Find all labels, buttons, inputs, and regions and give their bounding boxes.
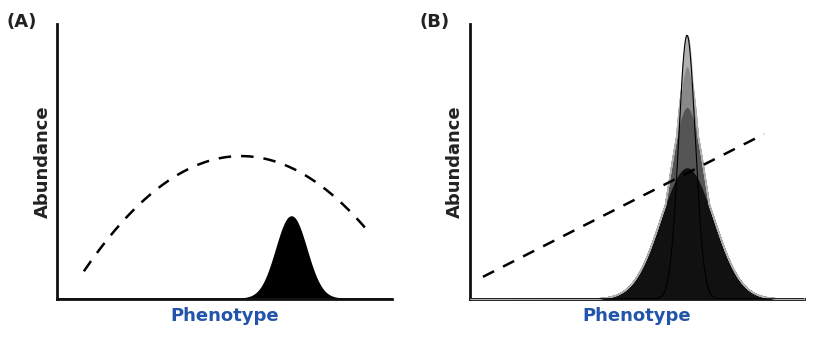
Text: (B): (B) (420, 13, 450, 31)
X-axis label: Phenotype: Phenotype (170, 307, 279, 325)
Y-axis label: Abundance: Abundance (446, 105, 464, 218)
Y-axis label: Abundance: Abundance (34, 105, 52, 218)
Text: (A): (A) (7, 13, 38, 31)
X-axis label: Phenotype: Phenotype (582, 307, 691, 325)
